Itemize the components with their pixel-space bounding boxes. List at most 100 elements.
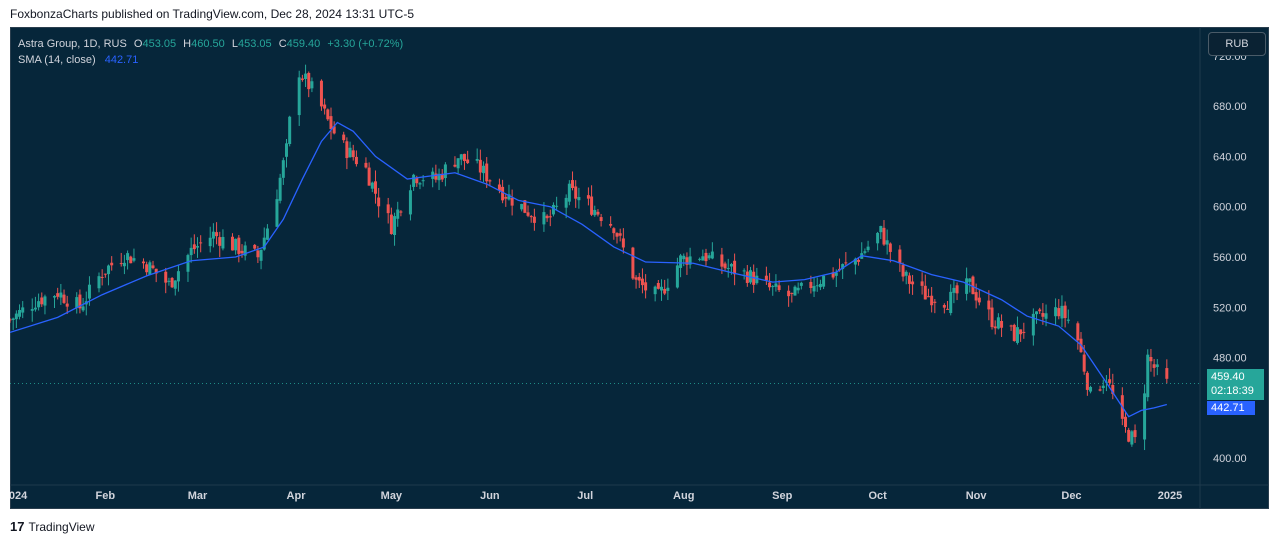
candle-body bbox=[103, 273, 107, 275]
candle-body bbox=[707, 255, 711, 259]
candle-body bbox=[777, 285, 781, 291]
candle-body bbox=[768, 282, 772, 288]
candle-body bbox=[653, 286, 657, 295]
close-label: C bbox=[278, 38, 287, 50]
candle-body bbox=[567, 183, 571, 202]
candle-body bbox=[1111, 384, 1115, 394]
open-value: 453.05 bbox=[142, 38, 177, 50]
candle-body bbox=[631, 247, 635, 279]
candle-body bbox=[259, 249, 263, 261]
candle-body bbox=[33, 307, 37, 310]
candle-body bbox=[545, 215, 549, 219]
x-tick-label: Jul bbox=[577, 490, 593, 502]
candle-body bbox=[176, 271, 180, 282]
candle-body bbox=[564, 197, 568, 208]
candle-body bbox=[288, 116, 292, 144]
candle-body bbox=[1130, 431, 1134, 445]
candle-body bbox=[596, 211, 600, 215]
candle-body bbox=[1146, 354, 1150, 398]
candle-body bbox=[81, 306, 85, 311]
candle-body bbox=[790, 292, 794, 294]
candle-body bbox=[443, 164, 447, 179]
candle-body bbox=[618, 233, 622, 236]
candle-body bbox=[504, 196, 508, 199]
candle-body bbox=[462, 153, 466, 162]
candle-body bbox=[351, 150, 355, 158]
candle-body bbox=[97, 276, 101, 289]
candle-body bbox=[107, 265, 111, 275]
price-chart[interactable]: 720.00680.00640.00600.00560.00520.00480.… bbox=[10, 27, 1269, 509]
candle-body bbox=[186, 255, 190, 272]
candle-body bbox=[1066, 319, 1070, 321]
chart-legend: Astra Group, 1D, RUS O453.05 H460.50 L45… bbox=[18, 36, 403, 68]
candle-body bbox=[56, 293, 60, 297]
candle-body bbox=[733, 260, 737, 275]
candle-body bbox=[408, 190, 412, 215]
x-tick-label: Aug bbox=[673, 490, 694, 502]
candle-body bbox=[218, 237, 222, 246]
candle-body bbox=[656, 282, 660, 289]
x-tick-label: Jun bbox=[480, 490, 500, 502]
candle-body bbox=[65, 303, 69, 307]
candle-body bbox=[297, 77, 301, 116]
candle-body bbox=[307, 72, 311, 90]
candle-body bbox=[1165, 368, 1169, 379]
candle-body bbox=[1054, 307, 1058, 317]
x-tick-label: Apr bbox=[287, 490, 307, 502]
candle-body bbox=[841, 264, 845, 270]
candle-body bbox=[507, 194, 511, 200]
candle-body bbox=[831, 272, 835, 278]
x-tick-label: Dec bbox=[1061, 490, 1081, 502]
candle-body bbox=[240, 250, 244, 254]
candle-body bbox=[532, 216, 536, 223]
candle-body bbox=[11, 318, 15, 320]
sma-label[interactable]: SMA (14, close) bbox=[18, 54, 96, 66]
candle-body bbox=[866, 246, 870, 251]
candle-body bbox=[666, 287, 670, 291]
candle-body bbox=[1063, 305, 1067, 319]
candle-body bbox=[1101, 385, 1105, 389]
candle-body bbox=[208, 237, 212, 247]
candle-body bbox=[885, 240, 889, 245]
candle-body bbox=[764, 275, 768, 281]
candle-body bbox=[637, 276, 641, 281]
candle-body bbox=[129, 256, 133, 264]
y-tick-label: 480.00 bbox=[1213, 353, 1247, 365]
candle-body bbox=[987, 300, 991, 310]
candle-body bbox=[698, 258, 702, 260]
candle-body bbox=[920, 281, 924, 286]
last-price-tag: 459.40 02:18:39 bbox=[1207, 369, 1264, 400]
tradingview-brand[interactable]: TradingView bbox=[28, 519, 95, 534]
candle-body bbox=[729, 264, 733, 267]
candle-body bbox=[799, 282, 803, 286]
candle-body bbox=[818, 283, 822, 288]
tradingview-logo-icon: 17 bbox=[10, 519, 25, 534]
candle-body bbox=[853, 258, 857, 265]
candle-body bbox=[1076, 323, 1080, 341]
candle-body bbox=[393, 216, 397, 236]
symbol-title[interactable]: Astra Group, 1D, RUS bbox=[18, 38, 127, 50]
candle-body bbox=[946, 308, 950, 310]
candle-body bbox=[704, 252, 708, 262]
candle-body bbox=[1143, 393, 1147, 440]
chart-frame bbox=[10, 27, 1269, 509]
candle-body bbox=[475, 159, 479, 161]
candle-body bbox=[1009, 325, 1013, 327]
candle-body bbox=[167, 280, 171, 282]
candle-body bbox=[542, 212, 546, 225]
candle-body bbox=[888, 243, 892, 252]
candle-body bbox=[14, 313, 18, 320]
candle-body bbox=[262, 237, 266, 250]
candle-body bbox=[501, 186, 505, 201]
currency-button[interactable]: RUB bbox=[1208, 32, 1266, 56]
candle-body bbox=[373, 181, 377, 194]
candle-body bbox=[256, 250, 260, 258]
candle-body bbox=[122, 262, 126, 267]
candle-body bbox=[332, 126, 336, 134]
y-tick-label: 680.00 bbox=[1213, 101, 1247, 113]
x-tick-label: May bbox=[381, 490, 403, 502]
candle-body bbox=[723, 263, 727, 269]
candle-body bbox=[110, 262, 114, 266]
candle-body bbox=[968, 278, 972, 282]
candle-body bbox=[453, 164, 457, 167]
